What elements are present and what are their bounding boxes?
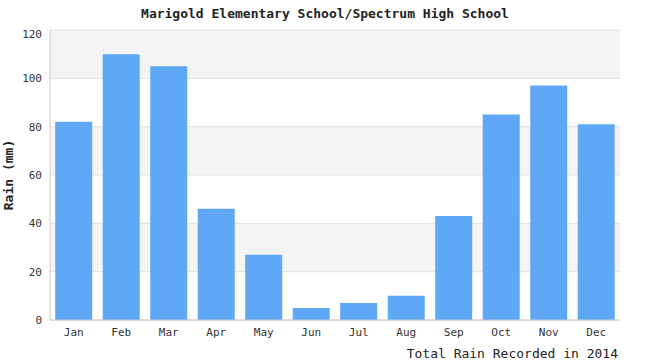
- svg-text:May: May: [254, 326, 274, 339]
- svg-text:Total Rain Recorded in 2014: Total Rain Recorded in 2014: [407, 346, 618, 360]
- svg-text:40: 40: [29, 217, 42, 230]
- svg-text:Oct: Oct: [491, 326, 511, 339]
- svg-text:Apr: Apr: [206, 326, 226, 339]
- svg-text:Mar: Mar: [159, 326, 179, 339]
- svg-text:Sep: Sep: [444, 326, 464, 339]
- svg-text:100: 100: [22, 72, 42, 85]
- svg-text:80: 80: [29, 121, 42, 134]
- svg-text:Feb: Feb: [111, 326, 131, 339]
- svg-text:Aug: Aug: [396, 326, 416, 339]
- svg-text:20: 20: [29, 266, 42, 279]
- svg-text:Nov: Nov: [539, 326, 559, 339]
- svg-text:Dec: Dec: [586, 326, 606, 339]
- svg-text:Jul: Jul: [349, 326, 369, 339]
- svg-text:0: 0: [35, 314, 42, 327]
- svg-text:Jun: Jun: [301, 326, 321, 339]
- svg-text:120: 120: [22, 28, 42, 41]
- svg-text:Rain (mm): Rain (mm): [8, 140, 16, 210]
- svg-text:60: 60: [29, 169, 42, 182]
- html-text:Marigold Elementary School/Spe: Marigold Elementary School/Spectrum High…: [141, 6, 509, 21]
- svg-text:Jan: Jan: [64, 326, 84, 339]
